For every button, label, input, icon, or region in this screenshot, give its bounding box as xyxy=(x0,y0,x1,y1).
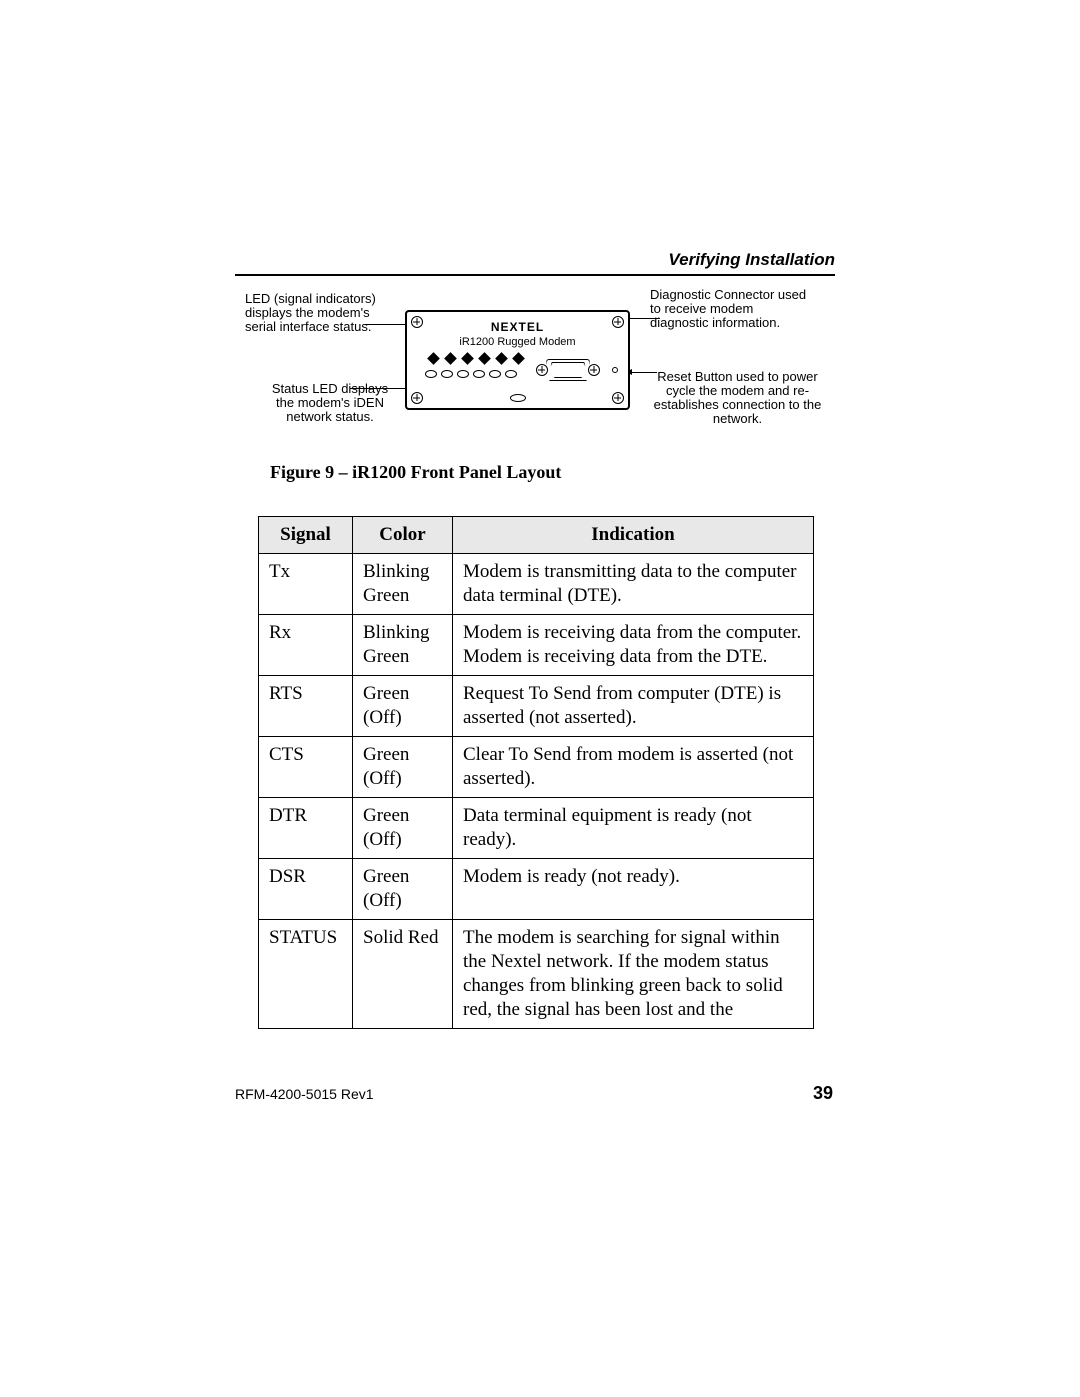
table-row: Rx Blinking Green Modem is receiving dat… xyxy=(259,615,814,676)
oval-icon xyxy=(489,370,501,378)
cell-indication: Modem is transmitting data to the comput… xyxy=(453,554,814,615)
table-row: Tx Blinking Green Modem is transmitting … xyxy=(259,554,814,615)
table-header-row: Signal Color Indication xyxy=(259,517,814,554)
cell-indication: Clear To Send from modem is asserted (no… xyxy=(453,737,814,798)
cell-color: Green (Off) xyxy=(353,676,453,737)
cell-signal: Tx xyxy=(259,554,353,615)
cell-color: Green (Off) xyxy=(353,737,453,798)
leader-line xyxy=(627,372,657,373)
oval-icon xyxy=(473,370,485,378)
oval-icon xyxy=(441,370,453,378)
cell-signal: STATUS xyxy=(259,920,353,1029)
led-icon xyxy=(461,352,474,365)
doc-id: RFM-4200-5015 Rev1 xyxy=(235,1086,374,1102)
brand-label: NEXTEL xyxy=(407,320,628,334)
cell-signal: DTR xyxy=(259,798,353,859)
figure-caption: Figure 9 – iR1200 Front Panel Layout xyxy=(270,462,561,483)
cell-color: Blinking Green xyxy=(353,554,453,615)
led-label-row-icon xyxy=(425,370,517,378)
cell-indication: Modem is receiving data from the compute… xyxy=(453,615,814,676)
modem-device-icon: NEXTEL iR1200 Rugged Modem xyxy=(405,310,630,410)
table-row: STATUS Solid Red The modem is searching … xyxy=(259,920,814,1029)
led-icon xyxy=(478,352,491,365)
cell-signal: CTS xyxy=(259,737,353,798)
cell-indication: Modem is ready (not ready). xyxy=(453,859,814,920)
table-row: CTS Green (Off) Clear To Send from modem… xyxy=(259,737,814,798)
model-label: iR1200 Rugged Modem xyxy=(407,336,628,348)
cell-signal: Rx xyxy=(259,615,353,676)
screw-icon xyxy=(588,364,600,376)
section-title: Verifying Installation xyxy=(668,250,835,270)
table-row: RTS Green (Off) Request To Send from com… xyxy=(259,676,814,737)
status-led-icon xyxy=(510,394,526,402)
cell-indication: Data terminal equipment is ready (not re… xyxy=(453,798,814,859)
cell-signal: RTS xyxy=(259,676,353,737)
cell-color: Blinking Green xyxy=(353,615,453,676)
led-icon xyxy=(444,352,457,365)
col-header-color: Color xyxy=(353,517,453,554)
col-header-indication: Indication xyxy=(453,517,814,554)
cell-signal: DSR xyxy=(259,859,353,920)
cell-indication: Request To Send from computer (DTE) is a… xyxy=(453,676,814,737)
cell-color: Green (Off) xyxy=(353,798,453,859)
cell-color: Solid Red xyxy=(353,920,453,1029)
col-header-signal: Signal xyxy=(259,517,353,554)
document-page: Verifying Installation LED (signal indic… xyxy=(0,0,1080,1397)
front-panel-diagram: LED (signal indicators) displays the mod… xyxy=(235,288,835,448)
table-row: DTR Green (Off) Data terminal equipment … xyxy=(259,798,814,859)
led-icon xyxy=(427,352,440,365)
cell-color: Green (Off) xyxy=(353,859,453,920)
header-rule xyxy=(235,274,835,276)
led-icon xyxy=(512,352,525,365)
signal-indication-table: Signal Color Indication Tx Blinking Gree… xyxy=(258,516,814,1029)
screw-icon xyxy=(612,392,624,404)
reset-button-icon xyxy=(612,367,618,373)
callout-diagnostic-connector: Diagnostic Connector used to receive mod… xyxy=(650,288,815,330)
db9-connector-icon xyxy=(546,359,590,381)
oval-icon xyxy=(457,370,469,378)
screw-icon xyxy=(536,364,548,376)
led-icon xyxy=(495,352,508,365)
page-number: 39 xyxy=(813,1083,833,1104)
cell-indication: The modem is searching for signal within… xyxy=(453,920,814,1029)
oval-icon xyxy=(425,370,437,378)
screw-icon xyxy=(411,392,423,404)
table-row: DSR Green (Off) Modem is ready (not read… xyxy=(259,859,814,920)
callout-led-indicators: LED (signal indicators) displays the mod… xyxy=(245,292,400,334)
led-row-icon xyxy=(429,354,523,363)
oval-icon xyxy=(505,370,517,378)
callout-reset-button: Reset Button used to power cycle the mod… xyxy=(650,370,825,426)
